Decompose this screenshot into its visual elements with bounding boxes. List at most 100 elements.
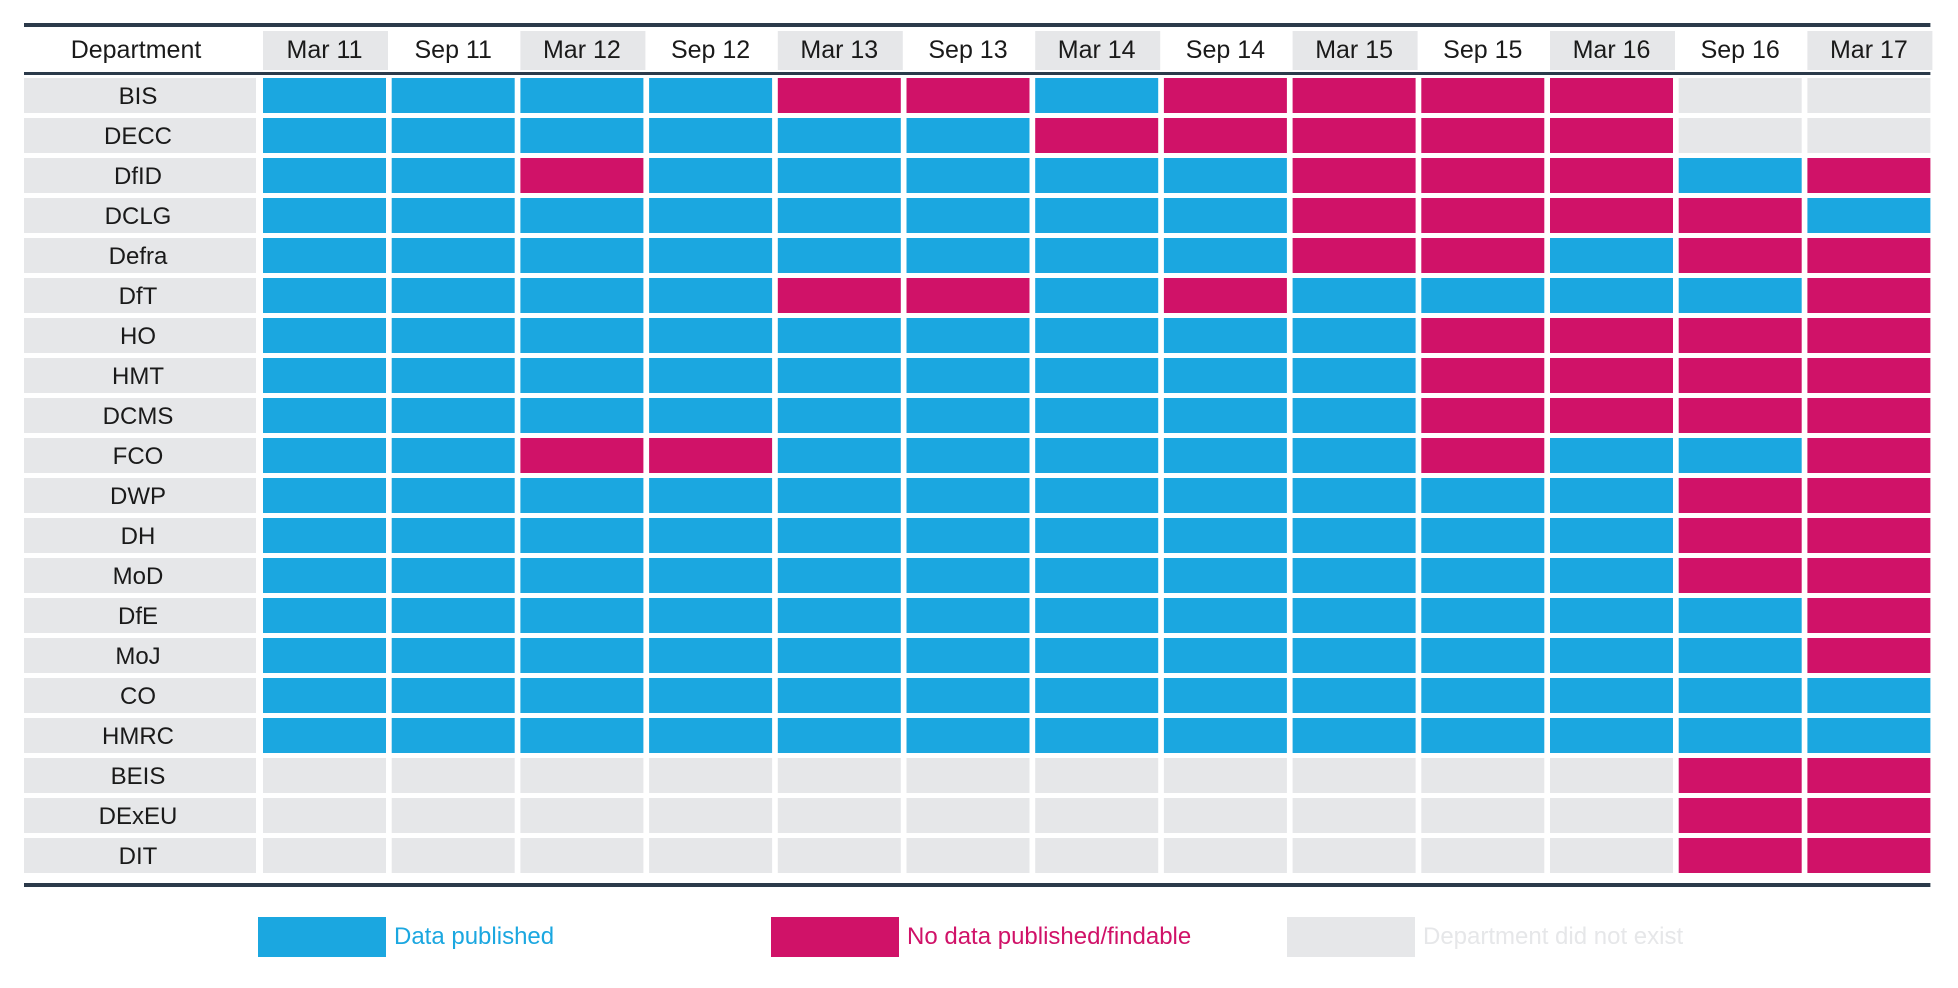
cell-hmt-sep-16 [1678, 358, 1802, 393]
cell-hmrc-mar-12 [520, 718, 644, 753]
cell-defra-sep-12 [649, 238, 773, 273]
cell-co-mar-13 [777, 678, 901, 713]
cell-hmrc-sep-12 [649, 718, 773, 753]
row-label-bg [24, 478, 256, 513]
cell-bis-mar-14 [1035, 78, 1159, 113]
cell-dit-mar-13 [777, 838, 901, 873]
cell-dcms-sep-14 [1163, 398, 1287, 433]
column-header-bg [1292, 31, 1418, 70]
column-label-sep-14: Sep 14 [1186, 36, 1265, 64]
cell-dfe-sep-14 [1163, 598, 1287, 633]
cell-mod-mar-15 [1292, 558, 1416, 593]
cell-ho-mar-16 [1550, 318, 1673, 353]
row-label-bg [24, 318, 256, 353]
cell-defra-mar-11 [263, 238, 386, 273]
cell-dh-mar-17 [1807, 518, 1931, 553]
cell-dfid-mar-15 [1292, 158, 1416, 193]
cell-dexeu-sep-16 [1678, 798, 1802, 833]
cell-dexeu-mar-14 [1035, 798, 1159, 833]
cell-fco-sep-15 [1421, 438, 1545, 473]
cell-bis-sep-15 [1421, 78, 1545, 113]
cell-dfe-mar-13 [777, 598, 901, 633]
cell-dfid-sep-11 [391, 158, 515, 193]
cell-ho-sep-14 [1163, 318, 1287, 353]
cell-moj-sep-16 [1678, 638, 1802, 673]
cell-hmrc-sep-11 [391, 718, 515, 753]
cell-hmrc-mar-14 [1035, 718, 1159, 753]
cell-dexeu-mar-11 [263, 798, 386, 833]
row-label-bg [24, 718, 256, 753]
legend-label-published: Data published [394, 923, 555, 950]
cell-dwp-sep-13 [906, 478, 1030, 513]
cell-dfid-sep-15 [1421, 158, 1545, 193]
cell-dwp-sep-16 [1678, 478, 1802, 513]
column-header-bg [1035, 31, 1161, 70]
row-label-bg [24, 678, 256, 713]
cell-fco-mar-12 [520, 438, 644, 473]
column-header-bg [520, 31, 646, 70]
cell-ho-sep-15 [1421, 318, 1545, 353]
row-label-ho: HO [120, 323, 156, 350]
cell-moj-mar-15 [1292, 638, 1416, 673]
cell-decc-mar-15 [1292, 118, 1416, 153]
column-header-bg [1807, 31, 1933, 70]
column-label-mar-14: Mar 14 [1058, 36, 1136, 64]
column-label-mar-16: Mar 16 [1573, 36, 1651, 64]
row-label-bg [24, 278, 256, 313]
cell-dclg-sep-15 [1421, 198, 1545, 233]
cell-dh-sep-13 [906, 518, 1030, 553]
cell-ho-sep-13 [906, 318, 1030, 353]
cell-decc-mar-11 [263, 118, 386, 153]
cell-hmrc-mar-13 [777, 718, 901, 753]
cell-dft-mar-16 [1550, 278, 1673, 313]
cell-ho-mar-17 [1807, 318, 1931, 353]
cell-dwp-mar-13 [777, 478, 901, 513]
cell-ho-mar-14 [1035, 318, 1159, 353]
cell-hmt-sep-15 [1421, 358, 1545, 393]
cell-mod-sep-15 [1421, 558, 1545, 593]
row-label-dft: DfT [119, 283, 158, 310]
cell-dh-sep-16 [1678, 518, 1802, 553]
cell-dit-mar-16 [1550, 838, 1673, 873]
cell-bis-sep-14 [1163, 78, 1287, 113]
cell-dexeu-sep-11 [391, 798, 515, 833]
cell-dcms-sep-16 [1678, 398, 1802, 433]
top-rule [24, 23, 1931, 27]
cell-defra-sep-11 [391, 238, 515, 273]
cell-ho-mar-12 [520, 318, 644, 353]
cell-moj-mar-13 [777, 638, 901, 673]
cell-mod-sep-14 [1163, 558, 1287, 593]
column-header-bg [263, 31, 388, 70]
cell-dexeu-mar-12 [520, 798, 644, 833]
cell-dit-sep-16 [1678, 838, 1802, 873]
cell-co-mar-12 [520, 678, 644, 713]
cell-dwp-sep-15 [1421, 478, 1545, 513]
cell-dit-mar-15 [1292, 838, 1416, 873]
column-label-mar-15: Mar 15 [1315, 36, 1393, 64]
cell-fco-sep-13 [906, 438, 1030, 473]
cell-bis-mar-16 [1550, 78, 1673, 113]
column-label-mar-12: Mar 12 [543, 36, 621, 64]
cell-co-sep-14 [1163, 678, 1287, 713]
cell-defra-mar-13 [777, 238, 901, 273]
cell-dfe-mar-16 [1550, 598, 1673, 633]
cell-mod-sep-11 [391, 558, 515, 593]
cell-beis-sep-11 [391, 758, 515, 793]
row-label-dit: DIT [119, 843, 158, 870]
row-label-bg [24, 238, 256, 273]
cell-ho-sep-16 [1678, 318, 1802, 353]
cell-decc-sep-16 [1678, 118, 1802, 153]
cell-dit-mar-12 [520, 838, 644, 873]
cell-dfid-mar-14 [1035, 158, 1159, 193]
legend-swatch-not-exist [1287, 917, 1415, 957]
row-label-dh: DH [121, 523, 156, 550]
cell-mod-mar-17 [1807, 558, 1931, 593]
row-label-dexeu: DExEU [99, 803, 178, 830]
row-label-fco: FCO [113, 443, 164, 470]
cell-decc-sep-11 [391, 118, 515, 153]
cell-decc-sep-15 [1421, 118, 1545, 153]
legend-label-not-exist: Department did not exist [1423, 923, 1684, 950]
cell-bis-mar-13 [777, 78, 901, 113]
cell-bis-mar-11 [263, 78, 386, 113]
row-label-hmt: HMT [112, 363, 164, 390]
